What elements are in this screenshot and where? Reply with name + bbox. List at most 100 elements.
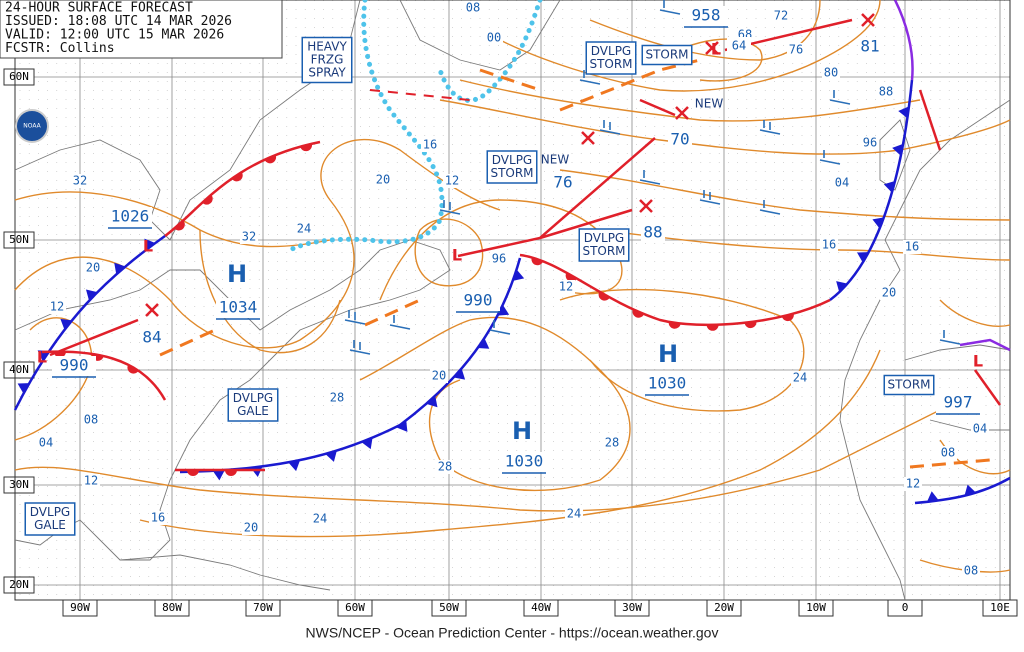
- triangle: [898, 106, 909, 119]
- pressure-bg: [551, 174, 575, 192]
- isobar: [414, 218, 484, 287]
- warm-front: [164, 140, 321, 238]
- semicircle: [565, 272, 577, 282]
- warning-text: SPRAY: [308, 66, 346, 80]
- lon-label: 50W: [439, 601, 459, 614]
- new-label: NEW: [541, 153, 570, 167]
- map-frame: [14, 0, 1011, 601]
- isobar-label: 08: [941, 446, 955, 460]
- warm-symbol: [668, 321, 681, 329]
- center-symbol: H: [658, 340, 678, 368]
- motion-arrows: [49, 18, 1002, 406]
- cold-symbol: [926, 491, 939, 502]
- lat-label-box: [3, 576, 35, 594]
- center-pressure: 990: [464, 291, 493, 310]
- lon-label: 40W: [531, 601, 551, 614]
- cold-symbol: [212, 470, 225, 481]
- semicircle: [706, 324, 719, 331]
- labels: 32 20 12 08 04 12 16 20 24 28 32 24 20 16 12 00 08 20 28 28…: [24, 1, 989, 578]
- isobar-label: 12: [906, 477, 920, 491]
- isobar-label: 24: [793, 371, 807, 385]
- isobar-label: 12: [445, 174, 459, 188]
- pressure-bg: [668, 131, 692, 149]
- cold-symbol: [114, 262, 126, 275]
- isobar-label-bg: [84, 261, 102, 275]
- isobar-label: 08: [84, 413, 98, 427]
- forecast-pressure: 76: [553, 173, 572, 192]
- semicircle: [231, 172, 243, 182]
- grid: 60N 50N 40N 30N 20N 90W 80W 70W 60W 50W 40W 30W 20W 1…: [3, 0, 1018, 617]
- lat-label-box: [3, 231, 35, 249]
- spray-boundary: [287, 0, 445, 253]
- center-pressure: 1034: [219, 298, 258, 317]
- warning-text: STORM: [490, 166, 533, 180]
- warning-text: STORM: [589, 57, 632, 71]
- isobar-label: 24: [567, 507, 581, 521]
- isobar-label-bg: [787, 43, 805, 57]
- cold-symbol: [836, 281, 848, 293]
- semicircle: [668, 321, 681, 329]
- isobar-label-bg: [328, 391, 346, 405]
- cold-symbol: [898, 106, 909, 119]
- triangle: [872, 217, 884, 229]
- triangle: [325, 450, 337, 462]
- triangle: [477, 338, 490, 349]
- coastlines: [14, 0, 1011, 601]
- isobar-label-bg: [464, 1, 482, 15]
- cold-symbol: [857, 252, 869, 263]
- isobar-label: 08: [466, 1, 480, 15]
- isobar-label-bg: [295, 222, 313, 236]
- isobar-label: 12: [50, 300, 64, 314]
- header-line: FCSTR: Collins: [5, 41, 115, 56]
- pressure-bg: [502, 452, 546, 472]
- warm-symbol: [187, 470, 199, 476]
- coastline: [904, 344, 1011, 431]
- isobar-label-bg: [490, 252, 508, 266]
- pressure-bg: [858, 38, 882, 56]
- center-pressure: 997: [944, 393, 973, 412]
- pressure-bg: [936, 393, 980, 413]
- isobar-label-bg: [861, 136, 879, 150]
- triangle: [114, 262, 126, 275]
- cold-front: [914, 476, 1011, 505]
- triangle: [964, 484, 977, 496]
- lon-label: 60W: [345, 601, 365, 614]
- forecast-pressure: 64: [732, 39, 746, 53]
- warm-symbol: [300, 143, 313, 152]
- fronts: [13, 0, 1011, 505]
- triangle: [85, 289, 98, 301]
- semicircle: [187, 470, 199, 476]
- isobar-label: 80: [824, 66, 838, 80]
- triangle: [453, 368, 466, 380]
- semicircle: [174, 220, 185, 231]
- isobar-label: 04: [973, 422, 987, 436]
- warning-text: STORM: [582, 244, 625, 258]
- pressure-bg: [456, 291, 500, 311]
- triangle: [497, 304, 510, 316]
- isobar-label-bg: [820, 238, 838, 252]
- isobar-label: 96: [492, 252, 506, 266]
- cold-symbol: [144, 238, 156, 251]
- triangle: [426, 395, 438, 408]
- pressure-bg: [140, 329, 164, 347]
- triangle: [857, 252, 869, 263]
- header-box: [0, 0, 283, 59]
- isobar-label-bg: [877, 85, 895, 99]
- isobar-label-bg: [565, 507, 583, 521]
- isobar-label-bg: [443, 174, 461, 188]
- lat-label-box: [3, 476, 35, 494]
- isobar-label-bg: [149, 511, 167, 525]
- barb: [344, 0, 961, 355]
- center-symbol: L: [452, 246, 462, 265]
- isobar-label-bg: [82, 474, 100, 488]
- semicircle: [202, 194, 213, 205]
- warning-box: [227, 388, 279, 422]
- center-symbol: L: [711, 40, 721, 59]
- cold-symbol: [497, 304, 510, 316]
- isobar-label-bg: [903, 240, 921, 254]
- isobar-label: 20: [432, 369, 446, 383]
- warm-symbol: [127, 364, 139, 374]
- pressure-bg: [645, 374, 689, 394]
